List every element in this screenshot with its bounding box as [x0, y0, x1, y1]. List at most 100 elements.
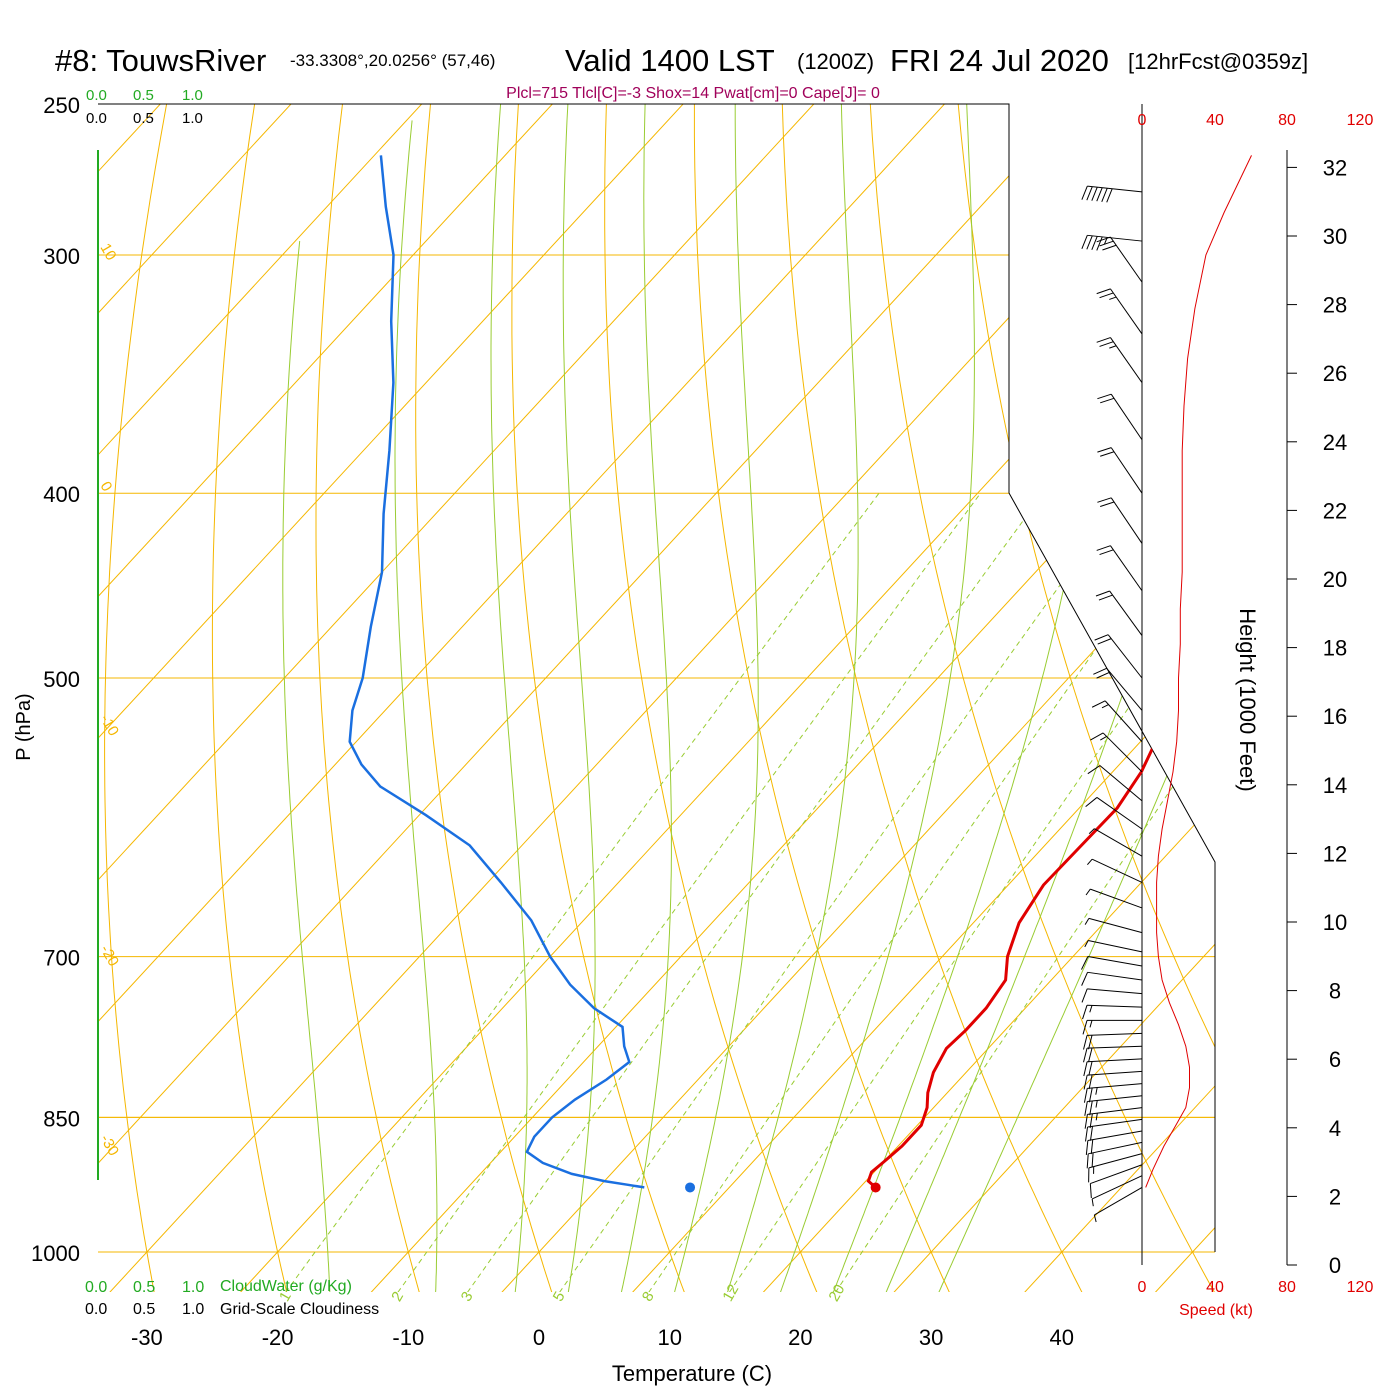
- speed-bottom-tick: 80: [1278, 1279, 1296, 1296]
- barb-staff: [1110, 337, 1143, 383]
- barb-staff: [1087, 185, 1143, 193]
- wind-barb: [1086, 1141, 1143, 1169]
- barb-staff: [1110, 447, 1143, 494]
- speed-bottom-tick: 120: [1347, 1279, 1374, 1296]
- barb-staff: [1091, 1175, 1143, 1200]
- isotherm-line: [98, 104, 1107, 1292]
- adiabat-label: -30: [97, 1132, 123, 1159]
- dry-adiabat: [1128, 104, 1215, 1292]
- barb-half-flag: [1109, 296, 1117, 300]
- barb-staff: [1110, 497, 1143, 544]
- isotherm-line: [1009, 104, 1215, 1292]
- wind-barb: [1090, 732, 1143, 773]
- mixing-ratio-label: 8: [639, 1289, 658, 1305]
- x-tick-label: -30: [131, 1325, 163, 1350]
- barb-staff: [1088, 1153, 1143, 1169]
- barb-half-flag: [1087, 858, 1093, 866]
- barb-staff: [1110, 288, 1143, 335]
- wind-barb: [1088, 1153, 1143, 1183]
- wind-barb: [1083, 1045, 1143, 1063]
- mixing-ratio-line: [285, 492, 880, 1292]
- barb-flag: [1082, 1005, 1088, 1020]
- barb-flag: [1088, 1087, 1093, 1103]
- thermodynamic-grid: [98, 104, 1215, 1292]
- barb-staff: [1109, 590, 1143, 636]
- barb-staff: [1099, 765, 1143, 802]
- barb-flag: [1091, 1152, 1094, 1168]
- wind-barb: [1082, 1004, 1143, 1020]
- dry-adiabat: [415, 104, 558, 1292]
- wind-speed-profile: [1145, 155, 1252, 1188]
- sounding-traces: [348, 155, 1215, 1193]
- wind-barb: [1087, 765, 1143, 802]
- adiabat-label: 0: [97, 479, 116, 495]
- barb-staff: [1087, 1045, 1143, 1049]
- chart-header: #8: TouwsRiver -33.3308°,20.0256° (57,46…: [55, 43, 1308, 102]
- dewpoint-trace: [348, 155, 645, 1189]
- moist-adiabat: [722, 104, 859, 1292]
- sounding-parameters: Plcl=715 Tlcl[C]=-3 Shox=14 Pwat[cm]=0 C…: [506, 85, 880, 102]
- barb-flag: [1099, 341, 1114, 347]
- barb-half-flag: [1084, 918, 1090, 925]
- barb-flag: [1088, 1035, 1093, 1050]
- barb-flag: [1086, 186, 1093, 201]
- cloudiness-bottom-tick: 0.0: [85, 1301, 107, 1318]
- height-tick-label: 8: [1329, 979, 1341, 1004]
- barb-staff: [1110, 545, 1143, 592]
- barb-staff: [1094, 1187, 1143, 1216]
- barb-half-flag: [1089, 1020, 1093, 1028]
- isotherm-line: [225, 104, 1215, 1292]
- dry-adiabat: [693, 104, 958, 1292]
- valid-time: Valid 1400 LST: [565, 43, 775, 78]
- barb-flag: [1100, 501, 1115, 507]
- barb-flag: [1096, 187, 1103, 202]
- barb-flag: [1106, 188, 1113, 203]
- dry-adiabat: [1041, 104, 1215, 1292]
- wind-barb: [1084, 939, 1143, 953]
- mixing-ratio-line: [728, 492, 1215, 1292]
- height-tick-label: 6: [1329, 1047, 1341, 1072]
- isotherm-line: [98, 104, 977, 1292]
- barb-staff: [1087, 1130, 1143, 1141]
- cloudwater-bottom-tick: 1.0: [182, 1279, 204, 1296]
- height-tick-label: 12: [1323, 841, 1347, 866]
- barb-flag: [1096, 671, 1111, 679]
- cloudwater-scale-bottom: 0.0 0.5 1.0 CloudWater (g/Kg): [85, 1278, 352, 1296]
- barb-flag: [1089, 1126, 1093, 1141]
- barb-flag: [1099, 292, 1114, 299]
- station-title: #8: TouwsRiver: [55, 43, 266, 78]
- barb-flag: [1081, 988, 1088, 1003]
- barb-staff: [1102, 732, 1143, 773]
- wind-barb: [1093, 667, 1143, 711]
- pressure-tick-label: 250: [43, 93, 80, 118]
- wind-barb: [1097, 447, 1143, 494]
- cloudiness-bottom-tick: 1.0: [182, 1301, 204, 1318]
- cloudiness-top-tick: 1.0: [182, 110, 203, 127]
- isotherm-line: [98, 104, 454, 1292]
- pressure-tick-label: 300: [43, 244, 80, 269]
- wind-barb: [1097, 393, 1143, 441]
- barb-flag: [1102, 244, 1117, 251]
- mixing-ratio-line: [559, 492, 1127, 1292]
- adiabat-label: -20: [97, 942, 123, 969]
- wind-barb: [1084, 1107, 1143, 1129]
- barb-flag: [1086, 1153, 1089, 1169]
- wind-barb: [1093, 1187, 1143, 1223]
- wind-barbs: [1081, 185, 1143, 1223]
- pressure-tick-label: 400: [43, 482, 80, 507]
- mixing-ratio-label: 20: [825, 1282, 848, 1305]
- pressure-tick-label: 1000: [31, 1241, 80, 1266]
- bottom-scales: 0.0 0.5 1.0 CloudWater (g/Kg) 0.0 0.5 1.…: [85, 1278, 1373, 1319]
- height-tick-label: 20: [1323, 567, 1347, 592]
- barb-staff: [1087, 1083, 1143, 1089]
- isotherm-line: [98, 104, 846, 1292]
- barb-staff: [1104, 700, 1143, 743]
- barb-staff: [1088, 1141, 1143, 1155]
- x-tick-label: 0: [533, 1325, 545, 1350]
- moist-adiabat: [669, 104, 759, 1292]
- height-tick-label: 16: [1323, 704, 1347, 729]
- cloudiness-top-tick: 0.5: [133, 110, 154, 127]
- speed-bottom-tick: 40: [1206, 1279, 1224, 1296]
- wind-barb: [1085, 1130, 1143, 1156]
- barb-flag: [1089, 1113, 1093, 1129]
